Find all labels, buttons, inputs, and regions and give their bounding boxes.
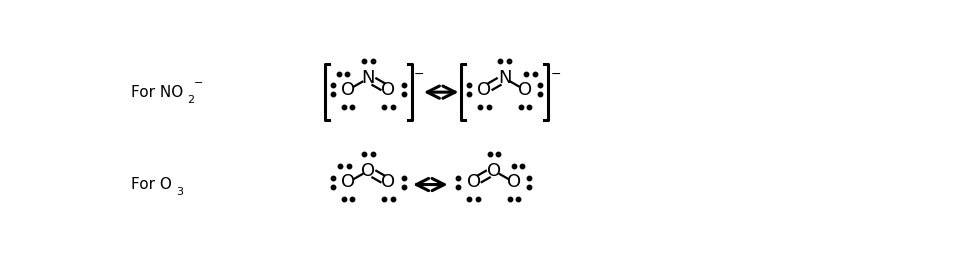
Text: −: − [551,68,561,80]
Text: O: O [518,81,532,99]
Text: O: O [381,81,396,99]
Text: O: O [381,173,396,191]
Text: For O: For O [132,177,172,192]
Text: 2: 2 [187,95,194,105]
Text: O: O [341,173,355,191]
Text: O: O [467,173,481,191]
Text: −: − [414,68,424,80]
Text: O: O [507,173,521,191]
Text: −: − [194,78,204,88]
Text: N: N [498,69,512,87]
Text: For NO: For NO [132,85,183,100]
Text: O: O [341,81,355,99]
Text: N: N [362,69,375,87]
Text: 3: 3 [176,187,183,197]
Text: O: O [478,81,491,99]
Text: O: O [362,162,375,180]
Text: O: O [487,162,501,180]
